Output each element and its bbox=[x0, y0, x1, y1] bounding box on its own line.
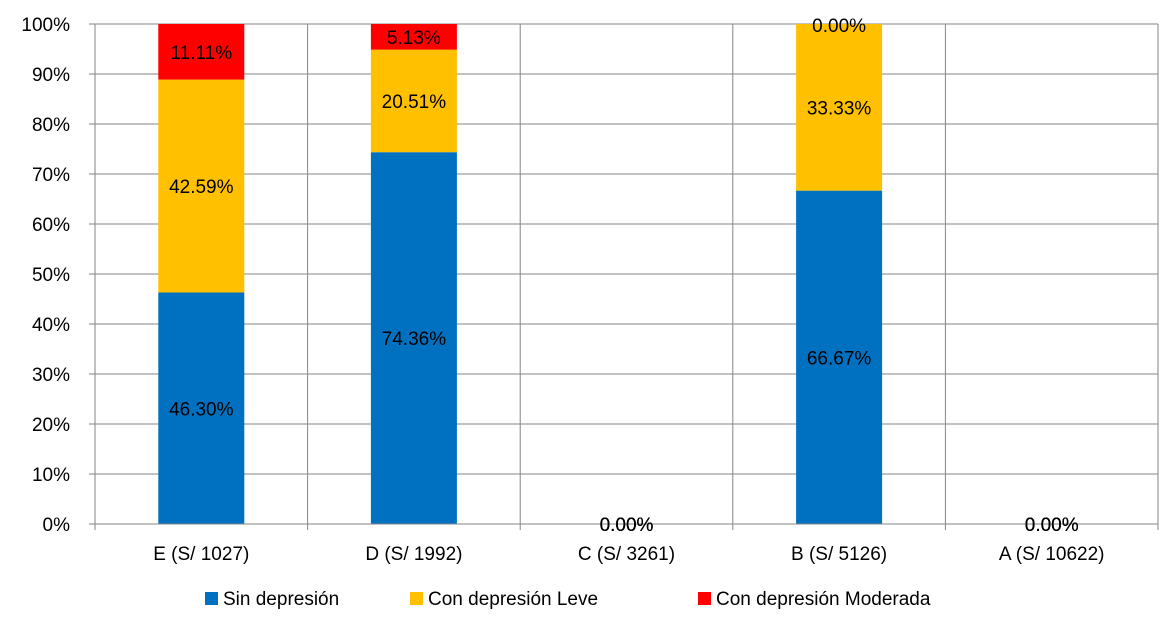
legend-label: Con depresión Leve bbox=[428, 589, 598, 610]
legend-label: Con depresión Moderada bbox=[716, 589, 931, 610]
y-tick-label: 80% bbox=[32, 115, 70, 136]
y-tick-label: 90% bbox=[32, 65, 70, 86]
data-label: 74.36% bbox=[382, 329, 447, 350]
x-category-label: A (S/ 10622) bbox=[999, 544, 1105, 565]
data-label: 11.11% bbox=[170, 43, 232, 64]
data-label: 5.13% bbox=[387, 28, 441, 49]
y-tick-label: 40% bbox=[32, 315, 70, 336]
x-category-label: B (S/ 5126) bbox=[791, 544, 887, 565]
bar-segment bbox=[158, 292, 245, 524]
y-tick-label: 10% bbox=[32, 465, 70, 486]
y-tick-label: 0% bbox=[43, 515, 71, 536]
legend-swatch bbox=[410, 592, 423, 605]
bar-segment bbox=[370, 49, 457, 153]
legend-swatch bbox=[698, 592, 711, 605]
data-label: 20.51% bbox=[382, 92, 447, 113]
x-category-label: C (S/ 3261) bbox=[578, 544, 675, 565]
data-label: 0.00% bbox=[1025, 515, 1079, 536]
bar-segment bbox=[370, 24, 457, 50]
y-tick-label: 50% bbox=[32, 265, 70, 286]
legend-swatch bbox=[205, 592, 218, 605]
data-label: 33.33% bbox=[807, 98, 872, 119]
y-tick-label: 30% bbox=[32, 365, 70, 386]
x-category-label: D (S/ 1992) bbox=[365, 544, 462, 565]
data-label: 66.67% bbox=[807, 348, 872, 369]
data-label: 42.59% bbox=[169, 177, 234, 198]
data-labels: 46.30% 42.59% 11.11% 74.36% 20.51% 5.13% 0.00%… bbox=[169, 16, 1079, 536]
data-label: 0.00% bbox=[600, 515, 654, 536]
data-label: 0.00% bbox=[812, 16, 866, 37]
data-label: 46.30% bbox=[169, 399, 234, 420]
data-label: 0.00% bbox=[600, 515, 654, 536]
axes: 0% 10% 20% 30% 40% 50% 60% 70% 80% 90% 100% E (S/ 1… bbox=[21, 15, 1159, 565]
bar-segment bbox=[796, 24, 883, 191]
bars bbox=[158, 24, 883, 524]
data-label: 0.00% bbox=[1025, 515, 1079, 536]
data-label: 0.00% bbox=[600, 515, 654, 536]
y-tick-label: 20% bbox=[32, 415, 70, 436]
gridlines bbox=[95, 23, 1159, 524]
y-tick-label: 60% bbox=[32, 215, 70, 236]
legend: Sin depresión Con depresión Leve Con depre… bbox=[205, 589, 931, 610]
y-tick-label: 70% bbox=[32, 165, 70, 186]
data-label: 0.00% bbox=[1025, 515, 1079, 536]
legend-label: Sin depresión bbox=[223, 589, 339, 610]
y-tick-label: 100% bbox=[21, 15, 70, 36]
bar-segment bbox=[158, 79, 245, 293]
bar-segment bbox=[796, 190, 883, 524]
bar-segment bbox=[370, 152, 457, 524]
x-category-label: E (S/ 1027) bbox=[153, 544, 249, 565]
bar-segment bbox=[158, 24, 245, 80]
